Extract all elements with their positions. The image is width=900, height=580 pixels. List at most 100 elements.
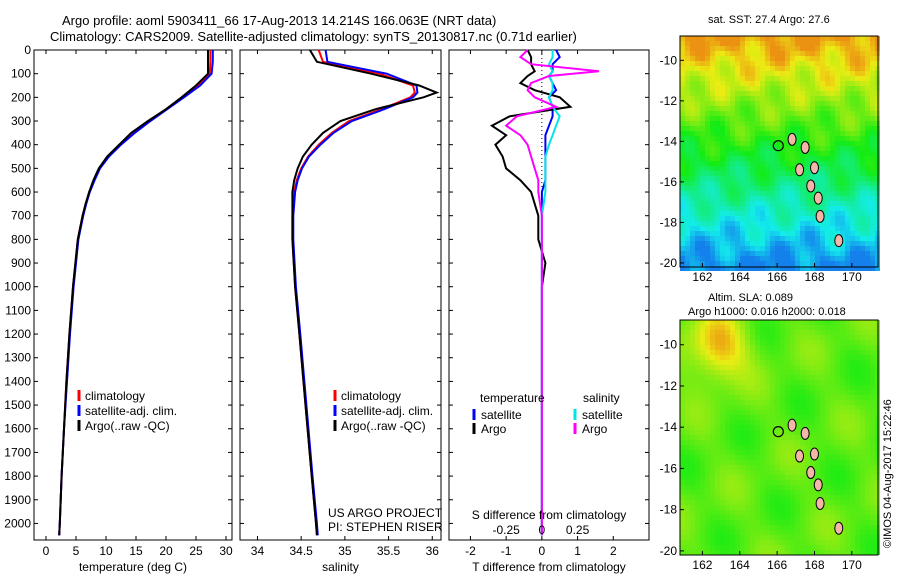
map-cell bbox=[860, 505, 865, 510]
map-cell bbox=[810, 495, 815, 500]
map-cell bbox=[740, 460, 745, 465]
map-cell bbox=[835, 221, 840, 226]
map-cell bbox=[830, 475, 835, 480]
map-cell bbox=[850, 340, 855, 345]
map-cell bbox=[790, 410, 795, 415]
map-cell bbox=[865, 525, 870, 530]
map-cell bbox=[695, 211, 700, 216]
map-cell bbox=[715, 36, 720, 41]
map-cell bbox=[690, 196, 695, 201]
map-cell bbox=[760, 425, 765, 430]
map-cell bbox=[720, 156, 725, 161]
map-cell bbox=[850, 236, 855, 241]
map-cell bbox=[795, 226, 800, 231]
map-cell bbox=[795, 390, 800, 395]
map-cell bbox=[795, 61, 800, 66]
map-cell bbox=[865, 365, 870, 370]
map-cell bbox=[860, 211, 865, 216]
map-cell bbox=[820, 405, 825, 410]
map-cell bbox=[745, 111, 750, 116]
map-cell bbox=[710, 430, 715, 435]
map-cell bbox=[705, 430, 710, 435]
map-cell bbox=[680, 530, 685, 535]
map-y-tick-label: -16 bbox=[660, 461, 678, 475]
map-cell bbox=[690, 86, 695, 91]
map-cell bbox=[690, 171, 695, 176]
map-cell bbox=[835, 500, 840, 505]
map-cell bbox=[815, 410, 820, 415]
map-cell bbox=[760, 246, 765, 251]
map-cell bbox=[755, 395, 760, 400]
map-cell bbox=[850, 261, 855, 266]
map-cell bbox=[845, 236, 850, 241]
map-cell bbox=[850, 460, 855, 465]
map-cell bbox=[715, 340, 720, 345]
map-cell bbox=[855, 460, 860, 465]
map-cell bbox=[750, 166, 755, 171]
map-cell bbox=[700, 375, 705, 380]
map-cell bbox=[865, 91, 870, 96]
map-cell bbox=[855, 256, 860, 261]
map-cell bbox=[745, 370, 750, 375]
map-cell bbox=[810, 191, 815, 196]
map-cell bbox=[775, 425, 780, 430]
map-cell bbox=[820, 470, 825, 475]
map-cell bbox=[750, 116, 755, 121]
map-cell bbox=[680, 51, 685, 56]
map-cell bbox=[730, 246, 735, 251]
map-cell bbox=[795, 181, 800, 186]
map-cell bbox=[745, 525, 750, 530]
map-cell bbox=[865, 335, 870, 340]
map-x-tick-label: 164 bbox=[730, 558, 750, 572]
map-cell bbox=[705, 36, 710, 41]
map-cell bbox=[845, 216, 850, 221]
map-cell bbox=[850, 56, 855, 61]
map-cell bbox=[795, 460, 800, 465]
map-cell bbox=[790, 510, 795, 515]
map-cell bbox=[805, 410, 810, 415]
map-cell bbox=[840, 246, 845, 251]
map-cell bbox=[800, 151, 805, 156]
map-cell bbox=[745, 126, 750, 131]
map-cell bbox=[840, 540, 845, 545]
map-cell bbox=[695, 525, 700, 530]
map-cell bbox=[685, 530, 690, 535]
legend-entry: satellite bbox=[582, 408, 623, 422]
map-cell bbox=[730, 256, 735, 261]
map-cell bbox=[785, 166, 790, 171]
map-cell bbox=[830, 485, 835, 490]
map-cell bbox=[735, 81, 740, 86]
map-cell bbox=[830, 515, 835, 520]
map-cell bbox=[865, 510, 870, 515]
map-cell bbox=[850, 246, 855, 251]
map-cell bbox=[790, 61, 795, 66]
map-cell bbox=[760, 530, 765, 535]
map-cell bbox=[775, 226, 780, 231]
map-cell bbox=[710, 41, 715, 46]
map-cell bbox=[805, 106, 810, 111]
map-cell bbox=[750, 251, 755, 256]
map-cell bbox=[860, 186, 865, 191]
map-cell bbox=[815, 345, 820, 350]
map-cell bbox=[790, 470, 795, 475]
map-cell bbox=[725, 550, 730, 555]
map-cell bbox=[825, 201, 830, 206]
map-cell bbox=[795, 445, 800, 450]
map-cell bbox=[715, 66, 720, 71]
map-cell bbox=[755, 435, 760, 440]
map-cell bbox=[680, 61, 685, 66]
x-tick-label: -1 bbox=[501, 544, 512, 558]
map-cell bbox=[795, 51, 800, 56]
map-cell bbox=[685, 425, 690, 430]
map-cell bbox=[690, 485, 695, 490]
map-cell bbox=[700, 196, 705, 201]
map-cell bbox=[765, 335, 770, 340]
map-cell bbox=[690, 550, 695, 555]
map-cell bbox=[830, 261, 835, 266]
map-cell bbox=[715, 540, 720, 545]
map-cell bbox=[685, 515, 690, 520]
map-cell bbox=[840, 211, 845, 216]
map-cell bbox=[705, 500, 710, 505]
map-cell bbox=[775, 415, 780, 420]
map-cell bbox=[785, 485, 790, 490]
